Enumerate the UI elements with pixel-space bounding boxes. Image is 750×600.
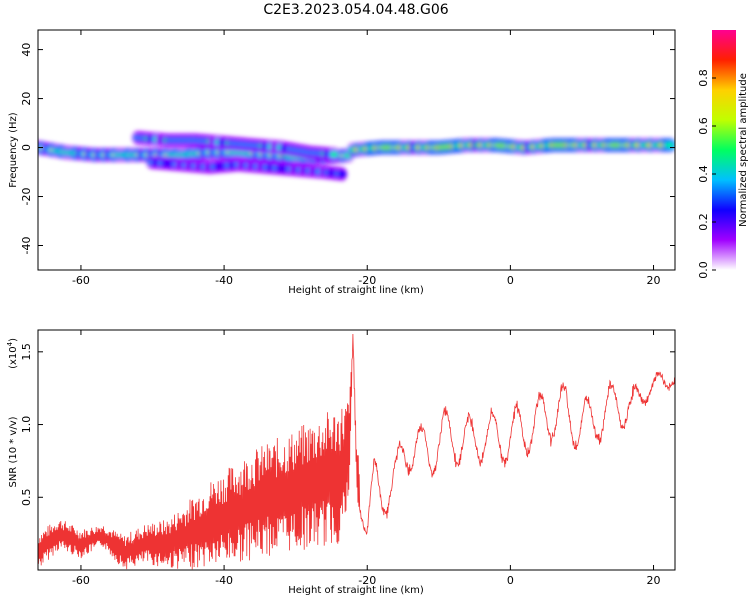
colorbar-tick-label: 0.2	[697, 213, 710, 231]
heatmap-band	[146, 155, 348, 182]
colorbar: 0.0 0.2 0.4 0.6 0.8 Normalized spectral ampl…	[697, 30, 749, 279]
colorbar-tick-label: 0.4	[697, 165, 710, 183]
snr-panel: -60 -40 -20 0 20 0.5 1.0 1.5 Height of straigh…	[6, 329, 676, 596]
heatmap-cell	[330, 152, 338, 157]
y-tick-label: 0.5	[20, 489, 33, 507]
snr-x-ticks: -60 -40 -20 0 20	[72, 330, 661, 587]
heatmap-band	[132, 130, 340, 162]
y-tick-label: 0	[20, 144, 33, 151]
y-tick-label: 1.0	[20, 416, 33, 434]
spectrogram-frame	[37, 29, 676, 271]
colorbar-tick-label: 0.6	[697, 117, 710, 135]
spectrogram-x-label: Height of straight line (km)	[288, 285, 424, 296]
x-tick-label: -60	[72, 274, 90, 287]
heatmap-cell	[664, 143, 674, 148]
heatmap-cell	[339, 172, 346, 177]
heatmap-bands	[38, 130, 675, 182]
x-tick-label: -60	[72, 574, 90, 587]
colorbar-label: Normalized spectral amplitude	[738, 73, 749, 227]
x-tick-label: 20	[647, 274, 661, 287]
snr-frame	[37, 329, 676, 571]
colorbar-tick-label: 0.8	[697, 69, 710, 87]
spectrogram-x-ticks: -60 -40 -20 0 20	[72, 30, 661, 287]
x-tick-label: -40	[215, 574, 233, 587]
x-tick-label: -40	[215, 274, 233, 287]
x-tick-label: -20	[358, 274, 376, 287]
snr-y-label: SNR (10 * v/v)	[8, 416, 19, 487]
x-tick-label: 20	[647, 574, 661, 587]
spectrogram-panel: -60 -40 -20 0 20 -40 -20 0 20 40 Height of strai…	[8, 29, 676, 296]
colorbar-gradient	[712, 30, 736, 270]
y-tick-label: -20	[20, 188, 33, 206]
snr-y-ticks: 0.5 1.0 1.5	[20, 343, 675, 506]
spectrogram-y-label: Frequency (Hz)	[8, 112, 19, 188]
x-tick-label: 0	[507, 274, 514, 287]
y-tick-label: 40	[20, 43, 33, 57]
colorbar-ticks: 0.0 0.2 0.4 0.6 0.8	[697, 69, 716, 279]
y-tick-label: 1.5	[20, 343, 33, 361]
x-tick-label: 0	[507, 574, 514, 587]
x-tick-label: -20	[358, 574, 376, 587]
chart-title: C2E3.2023.054.04.48.G06	[263, 2, 448, 18]
snr-multiplier: (x104)	[6, 338, 19, 369]
snr-series-line	[38, 333, 675, 570]
y-tick-label: -40	[20, 237, 33, 255]
heatmap-band	[346, 138, 675, 157]
snr-x-label: Height of straight line (km)	[288, 585, 424, 596]
colorbar-tick-label: 0.0	[697, 261, 710, 279]
y-tick-label: 20	[20, 92, 33, 106]
spectrogram-y-ticks: -40 -20 0 20 40	[20, 43, 675, 255]
